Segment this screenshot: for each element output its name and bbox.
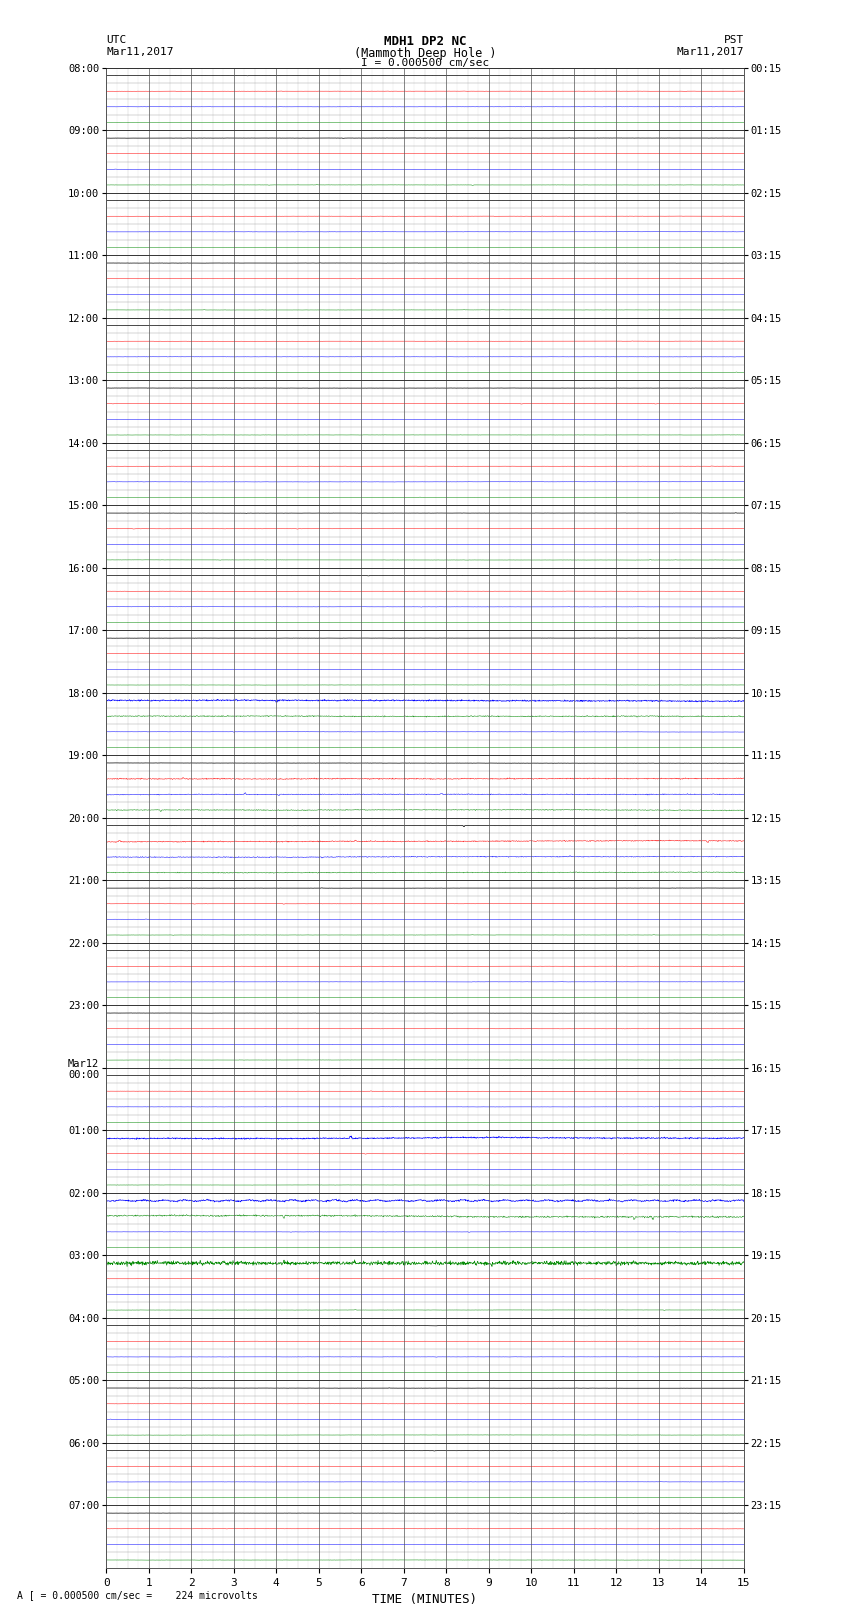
Text: Mar11,2017: Mar11,2017 — [106, 47, 173, 56]
Text: I = 0.000500 cm/sec: I = 0.000500 cm/sec — [361, 58, 489, 68]
X-axis label: TIME (MINUTES): TIME (MINUTES) — [372, 1594, 478, 1607]
Text: MDH1 DP2 NC: MDH1 DP2 NC — [383, 35, 467, 48]
Text: UTC: UTC — [106, 35, 127, 45]
Text: (Mammoth Deep Hole ): (Mammoth Deep Hole ) — [354, 47, 496, 60]
Text: A [ = 0.000500 cm/sec =    224 microvolts: A [ = 0.000500 cm/sec = 224 microvolts — [17, 1590, 258, 1600]
Text: PST: PST — [723, 35, 744, 45]
Text: Mar11,2017: Mar11,2017 — [677, 47, 744, 56]
